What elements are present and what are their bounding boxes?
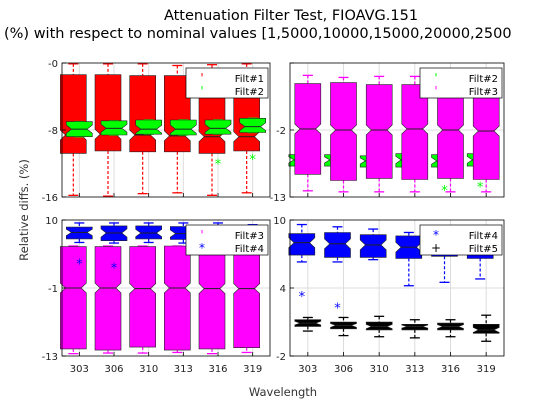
outlier-marker: * — [111, 261, 118, 276]
box-filt4 — [66, 226, 93, 240]
x-tick-label: 306 — [334, 364, 353, 375]
legend-label: Filt#4 — [469, 231, 498, 242]
box-filt2 — [239, 118, 267, 133]
y-tick-label: -8 — [48, 126, 58, 137]
x-tick-label: 303 — [70, 364, 89, 375]
legend-label: Filt#3 — [469, 87, 498, 98]
box-filt4 — [135, 225, 162, 240]
box-filt3 — [233, 246, 261, 349]
legend-label: Filt#3 — [235, 231, 264, 242]
legend-marker: * — [433, 228, 439, 242]
box-filt4 — [288, 233, 316, 256]
box-filt1 — [59, 74, 87, 154]
box-filt4 — [324, 232, 351, 258]
box-filt3 — [472, 83, 500, 180]
box-filt3 — [94, 246, 122, 351]
box-filt5 — [365, 321, 393, 331]
legend-marker: ' — [434, 71, 437, 85]
x-tick-label: 316 — [208, 364, 227, 375]
outlier-marker: * — [441, 184, 448, 199]
x-tick-label: 319 — [477, 364, 496, 375]
box-filt5 — [401, 323, 429, 331]
outlier-marker: * — [477, 181, 484, 196]
legend-label: Filt#1 — [235, 74, 264, 85]
y-tick-label: 10 — [273, 216, 286, 227]
panel-4: * * 10 4 -2 303 306 310 313 316 319 * Filt#4 + Filt#5 — [273, 216, 505, 375]
box-filt1 — [94, 74, 122, 152]
legend-label: Filt#2 — [235, 87, 264, 98]
legend-label: Filt#5 — [469, 244, 498, 255]
box-filt3 — [129, 246, 156, 348]
y-tick-label: -13 — [42, 352, 58, 363]
legend-marker: + — [431, 241, 441, 255]
figure-title-line1: Attenuation Filter Test, FIOAVG.151 — [164, 8, 418, 24]
panel-2: * * -2 -13 ' Filt#2 ' Filt#3 — [270, 62, 505, 204]
x-axis-label: Wavelength — [249, 385, 317, 399]
y-tick-label: -16 — [42, 193, 58, 204]
legend-label: Filt#4 — [235, 244, 264, 255]
legend-box — [419, 224, 503, 256]
y-tick-label: -2 — [276, 126, 286, 137]
panel-1: * * -0 -8 -16 ' Filt#1 ' Filt#2 — [42, 59, 271, 204]
panel-3: * * 10 -1 -13 303 306 310 313 316 319 ' Filt#3 * Filt#… — [42, 216, 271, 375]
box-filt3 — [365, 84, 393, 179]
x-tick-label: 310 — [139, 364, 158, 375]
figure-title-line2: (%) with respect to nominal values [1,50… — [4, 26, 512, 42]
legend-box — [185, 224, 269, 256]
x-tick-label: 313 — [405, 364, 424, 375]
legend-marker: ' — [200, 84, 203, 98]
y-tick-label: -13 — [270, 193, 286, 204]
outlier-marker: * — [334, 301, 341, 316]
x-tick-label: 303 — [298, 364, 317, 375]
x-tick-label: 310 — [370, 364, 389, 375]
x-tick-label: 316 — [441, 364, 460, 375]
box-filt1 — [129, 75, 156, 153]
y-tick-label: -0 — [48, 59, 58, 70]
x-tick-label: 306 — [104, 364, 123, 375]
y-tick-label: 4 — [280, 284, 286, 295]
legend-box — [185, 67, 269, 99]
box-filt4 — [359, 234, 387, 258]
box-filt3 — [401, 84, 429, 180]
box-filt3 — [330, 82, 357, 181]
box-filt3 — [59, 246, 87, 350]
x-tick-label: 313 — [174, 364, 193, 375]
x-tick-label: 319 — [243, 364, 262, 375]
box-filt2 — [135, 119, 162, 135]
box-filt2 — [170, 119, 197, 136]
outlier-marker: * — [249, 153, 256, 168]
y-tick-label: 10 — [45, 216, 58, 227]
y-tick-label: -2 — [276, 352, 286, 363]
legend-marker: ' — [200, 71, 203, 85]
y-tick-label: -1 — [48, 284, 58, 295]
legend-marker: ' — [200, 228, 203, 242]
outlier-marker: * — [299, 290, 306, 305]
legend-marker: * — [199, 241, 205, 255]
box-filt3 — [198, 246, 226, 350]
outlier-marker: * — [76, 257, 83, 272]
legend-marker: ' — [434, 84, 437, 98]
box-filt3 — [164, 245, 191, 351]
box-filt2 — [204, 119, 232, 135]
legend-box — [419, 67, 503, 99]
legend-label: Filt#2 — [469, 74, 498, 85]
outlier-marker: * — [215, 157, 222, 172]
y-axis-label: Relative diffs. (%) — [17, 159, 31, 261]
box-filt5 — [472, 323, 500, 334]
